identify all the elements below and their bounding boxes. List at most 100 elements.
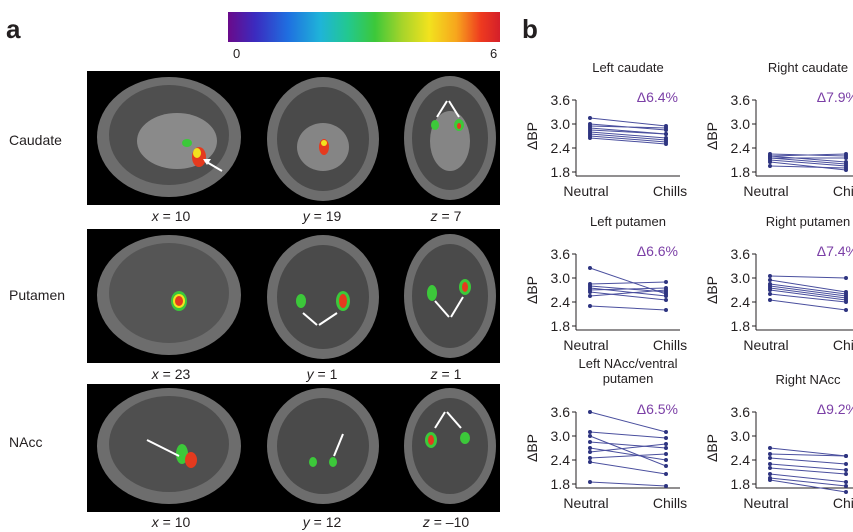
panel-a-letter: a [6, 14, 21, 44]
caudate-z-coord: z = 7 [430, 208, 462, 224]
chart-4-series-3-point-neutral [588, 440, 592, 444]
chart-2-ytick-label-0: 3.6 [551, 246, 571, 262]
chart-0-title: Left caudate [592, 60, 664, 75]
chart-4-title: Left NAcc/ventral putamen [579, 356, 678, 386]
chart-4-series-6-point-chills [664, 472, 668, 476]
putamen-y-coord: y = 1 [306, 366, 338, 382]
caudate-coronal-slice [267, 77, 379, 201]
chart-4-series-4-line [589, 443, 667, 453]
nacc-sagittal-slice [97, 388, 241, 504]
chart-3-series-6-line [769, 293, 847, 303]
chart-3-series-1-point-neutral [768, 278, 772, 282]
chart-5-series-5-point-neutral [768, 472, 772, 476]
chart-0-ylabel: ΔBP [524, 122, 540, 150]
chart-4-series-1-line [589, 431, 667, 439]
chart-5-series-6-point-chills [844, 484, 848, 488]
chart-1-annotation: Δ7.9% [817, 89, 853, 105]
chart-2-series-1-point-chills [664, 280, 668, 284]
chart-1-series-4-line [769, 159, 847, 167]
chart-2-title: Left putamen [590, 214, 666, 229]
chart-4-series-0-point-neutral [588, 410, 592, 414]
chart-3-title: Right putamen [766, 214, 851, 229]
chart-4-series-5-line [589, 453, 667, 459]
putamen-z-coord: z = 1 [430, 366, 462, 382]
chart-3-series-3-line [769, 285, 847, 297]
chart-4-series-2-line [589, 435, 667, 467]
nacc-x-coord: x = 10 [151, 514, 191, 530]
panel-b-charts: Left caudate Δ6.4% 3.6 3.0 2.4 1.8 ΔBP Neutral C… [524, 60, 853, 511]
chart-4-xlabel-0: Neutral [563, 495, 608, 511]
chart-1-series-2-line [769, 155, 847, 163]
chart-2-series-1-line [589, 281, 667, 285]
chart-0-series-4-point-chills [664, 132, 668, 136]
chart-5-series-7-point-neutral [768, 478, 772, 482]
chart-3-ytick-label-2: 2.4 [731, 294, 751, 310]
chart-0-series-0-point-neutral [588, 116, 592, 120]
chart-4-series-1-point-neutral [588, 430, 592, 434]
row-label-nacc: NAcc [9, 434, 43, 450]
chart-4-ytick-label-0: 3.6 [551, 404, 571, 420]
chart-4-series-0-point-chills [664, 430, 668, 434]
chart-1-series-6-point-neutral [768, 160, 772, 164]
chart-3-series-6-point-chills [844, 300, 848, 304]
chart-4-series-1-point-chills [664, 436, 668, 440]
putamen-coronal-slice [267, 235, 379, 359]
nacc-coronal-slice [267, 388, 379, 504]
chart-2-ytick-label-1: 3.0 [551, 270, 571, 286]
chart-0-series-2-line [589, 125, 667, 129]
chart-4-ylabel: ΔBP [524, 434, 540, 462]
chart-4-series-5-point-chills [664, 452, 668, 456]
chart-4-xlabel-1: Chills [653, 495, 687, 511]
chart-2-annotation: Δ6.6% [637, 243, 678, 259]
chart-5-series-7-line [769, 479, 847, 493]
chart-1-xlabel-0: Neutral [743, 183, 788, 199]
chart-2-ylabel: ΔBP [524, 276, 540, 304]
chart-3-series-2-line [769, 283, 847, 295]
chart-1-series-7-point-neutral [768, 156, 772, 160]
chart-3-xlabel-1: Chills [833, 337, 853, 353]
chart-3-annotation: Δ7.4% [817, 243, 853, 259]
chart-2-series-7-point-chills [664, 308, 668, 312]
chart-5-series-3-line [769, 463, 847, 471]
chart-2-series-5-line [589, 291, 667, 301]
chart-1-series-1-point-chills [844, 152, 848, 156]
nacc-axial-slice [404, 388, 496, 504]
chart-0-series-8-line [589, 137, 667, 145]
chart-5-series-0-point-neutral [768, 446, 772, 450]
chart-5-series-4-point-neutral [768, 466, 772, 470]
chart-3-series-0-point-chills [844, 276, 848, 280]
chart-0-ytick-label-0: 3.6 [551, 92, 571, 108]
chart-4-series-6-line [589, 461, 667, 475]
chart-5-series-2-point-chills [844, 462, 848, 466]
chart-4-series-2-point-neutral [588, 434, 592, 438]
chart-4-series-4-point-neutral [588, 450, 592, 454]
nacc-slices [87, 384, 500, 512]
chart-1-ytick-label-2: 2.4 [731, 140, 751, 156]
chart-3-ylabel: ΔBP [704, 276, 720, 304]
chart-0-series-8-point-chills [664, 142, 668, 146]
chart-5-series-6-line [769, 477, 847, 487]
putamen-x-coord: x = 23 [151, 366, 191, 382]
chart-5-series-4-point-chills [844, 472, 848, 476]
chart-3-ytick-label-1: 3.0 [731, 270, 751, 286]
chart-5-ylabel: ΔBP [704, 434, 720, 462]
chart-5-annotation: Δ9.2% [817, 401, 853, 417]
chart-5-series-2-line [769, 457, 847, 465]
chart-1-ytick-label-0: 3.6 [731, 92, 751, 108]
caudate-x-coord: x = 10 [151, 208, 191, 224]
chart-5-ytick-label-0: 3.6 [731, 404, 751, 420]
chart-1-xlabel-1: Chills [833, 183, 853, 199]
chart-2-series-3-point-chills [664, 294, 668, 298]
chart-3-series-0-point-neutral [768, 274, 772, 278]
chart-5-series-1-point-neutral [768, 452, 772, 456]
chart-0-series-5-line [589, 131, 667, 139]
chart-5-series-1-point-chills [844, 454, 848, 458]
chart-4-ytick-label-3: 1.8 [551, 476, 571, 492]
chart-0-ytick-label-2: 2.4 [551, 140, 571, 156]
chart-5-ytick-label-2: 2.4 [731, 452, 751, 468]
chart-1-series-3-line [769, 157, 847, 165]
chart-4-series-3-line [589, 441, 667, 449]
chart-0-series-7-line [589, 135, 667, 143]
chart-4-series-8-line [589, 447, 667, 461]
chart-4-series-6-point-neutral [588, 460, 592, 464]
